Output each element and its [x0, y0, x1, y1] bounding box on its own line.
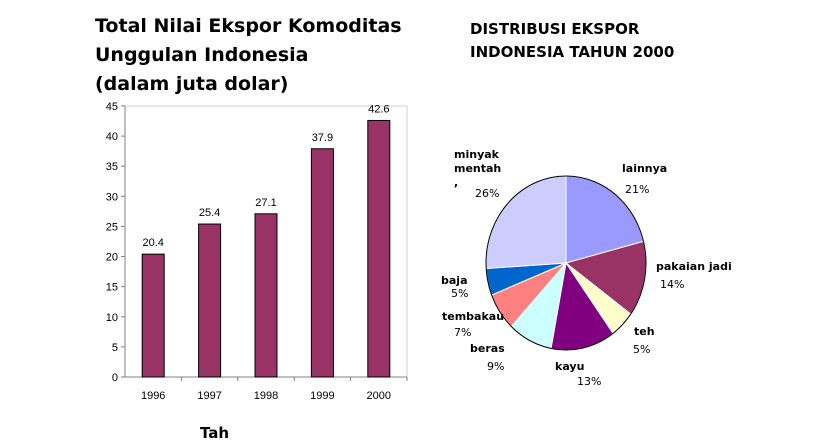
bar-2000 [367, 119, 391, 378]
x-tick-label: 2000 [367, 390, 391, 402]
pie-slice-percent: 14% [660, 278, 684, 291]
bar-data-label: 42.6 [368, 103, 389, 115]
x-tick-label: 1997 [197, 390, 221, 402]
bar-1999 [310, 148, 334, 378]
bar-data-label: 27.1 [255, 197, 276, 209]
pie-slice-percent: 13% [577, 375, 601, 388]
bar-chart-title-line-3: (dalam juta dolar) [95, 73, 289, 95]
bar-chart-title-line-2: Unggulan Indonesia [95, 44, 309, 66]
pie-slice-label: minyak [454, 148, 500, 161]
pie-chart-title-line-1: DISTRIBUSI EKSPOR [470, 20, 640, 38]
x-tick-label: 1996 [141, 390, 165, 402]
pie-slice-percent: 5% [633, 343, 650, 356]
pie-slice-label: mentah [454, 162, 501, 175]
pie-slice-percent: 26% [475, 187, 499, 200]
bar-1996 [141, 253, 165, 378]
x-tick-label: 1999 [310, 390, 334, 402]
pie-slice-percent: 9% [487, 360, 504, 373]
bar-data-label: 25.4 [199, 207, 220, 219]
pie-slice-label: pakaian jadi [656, 260, 732, 273]
pie-slice-label: baja [441, 274, 468, 287]
pie-chart-title: DISTRIBUSI EKSPOR INDONESIA TAHUN 2000 [470, 18, 674, 64]
pie-slice-label: teh [634, 325, 655, 338]
y-tick-label: 45 [106, 101, 118, 113]
bar-1997 [198, 223, 222, 378]
bar-data-label: 20.4 [142, 237, 163, 249]
pie-slice-baja [485, 262, 567, 296]
y-tick-label: 35 [106, 161, 118, 173]
pie-slice-percent: 5% [451, 287, 468, 300]
y-tick-label: 10 [106, 312, 118, 324]
y-tick-label: 15 [106, 282, 118, 294]
pie-slice-label: kayu [555, 360, 584, 373]
pie-outline [485, 175, 647, 351]
pie-slice-label: beras [470, 342, 505, 355]
bar-chart: 0 5 10 15 20 25 30 35 40 45 20.4 1996 25.4 1997 27.1 19… [106, 101, 408, 402]
y-tick-label: 0 [112, 372, 118, 384]
pie-slice-percent: 21% [625, 183, 649, 196]
pie-slice-minyak-mentah [485, 175, 567, 269]
pie-slice-lainnya [565, 175, 645, 264]
pie-slice-pakaian-jadi [564, 240, 647, 315]
bar-1998 [254, 213, 278, 378]
pie-chart-title-line-2: INDONESIA TAHUN 2000 [470, 43, 675, 61]
pie-slice-label: , [454, 176, 458, 189]
pie-slice-teh [565, 262, 632, 335]
bar-chart-title: Total Nilai Ekspor Komoditas Unggulan In… [95, 12, 402, 99]
pie-slice-percent: 7% [454, 326, 471, 339]
y-tick-label: 20 [106, 252, 118, 264]
pie-slice-tembakau [490, 262, 567, 328]
pie-slice-label: tembakau [442, 310, 504, 323]
pie-slice-beras [510, 261, 567, 350]
y-tick-label: 25 [106, 221, 118, 233]
pie-slice-label: lainnya [622, 162, 667, 175]
x-tick-label: 1998 [254, 390, 278, 402]
y-tick-label: 5 [112, 342, 118, 354]
bar-chart-x-axis-label: Tah [200, 424, 230, 442]
bar-data-label: 37.9 [312, 132, 333, 144]
pie-slice-kayu [550, 261, 614, 351]
y-tick-label: 40 [106, 131, 118, 143]
y-tick-label: 30 [106, 191, 118, 203]
bar-chart-title-line-1: Total Nilai Ekspor Komoditas [95, 15, 402, 37]
